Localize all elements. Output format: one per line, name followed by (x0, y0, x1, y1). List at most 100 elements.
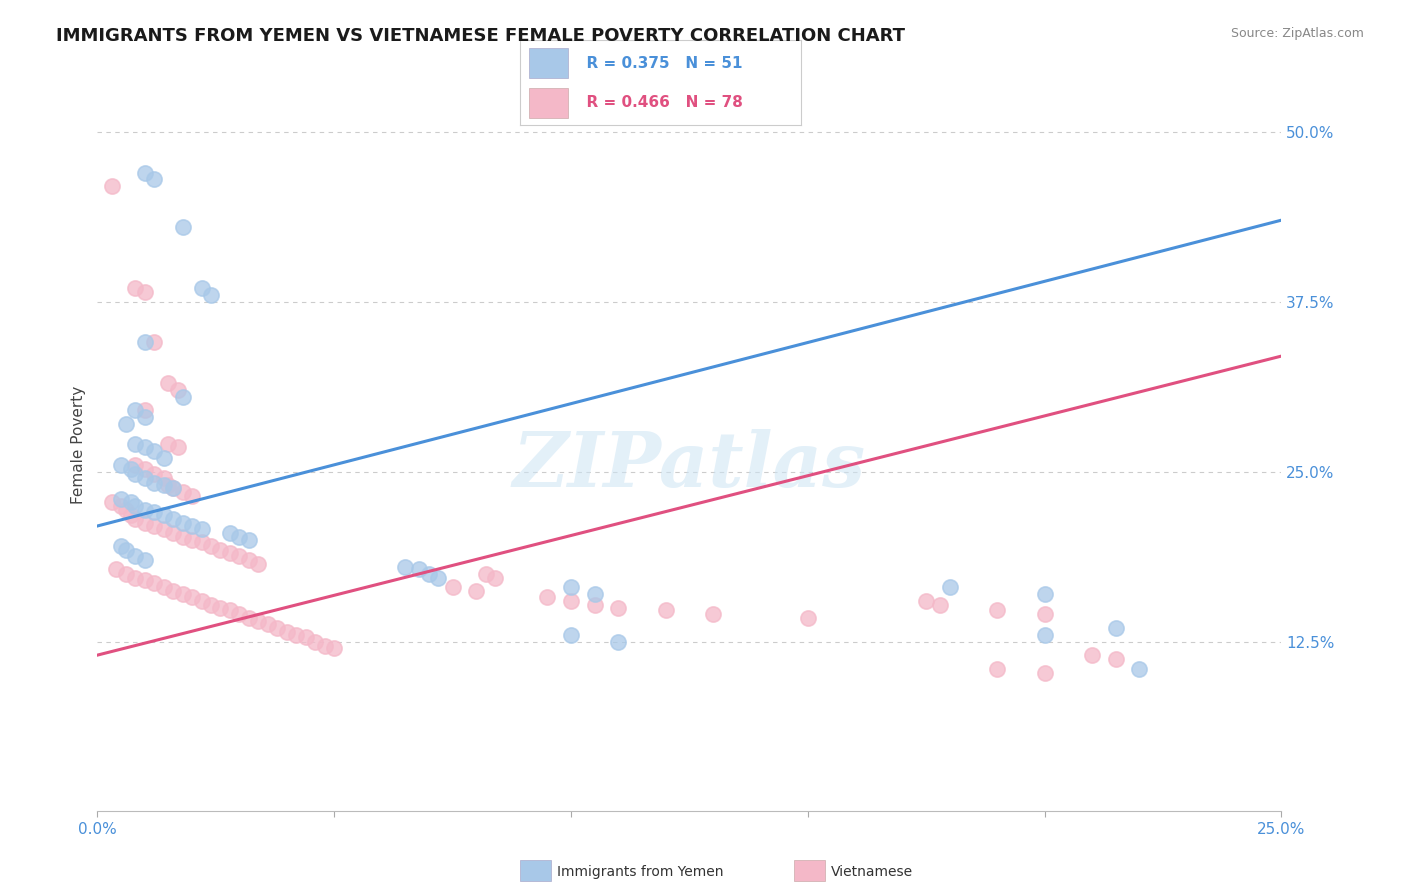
FancyBboxPatch shape (529, 48, 568, 78)
Point (143, 444, 166, 458)
Point (124, 281, 146, 295)
Y-axis label: Female Poverty: Female Poverty (72, 385, 86, 504)
Point (209, 600, 232, 615)
Text: Immigrants from Yemen: Immigrants from Yemen (557, 865, 723, 880)
Point (181, 519, 204, 533)
Point (124, 403, 146, 417)
Point (797, 611, 820, 625)
Point (219, 603, 242, 617)
Point (152, 450, 174, 465)
Point (1081, 648, 1104, 662)
Point (219, 546, 242, 560)
Point (200, 540, 222, 554)
Point (607, 600, 630, 615)
Point (1104, 652, 1126, 666)
Point (190, 522, 212, 536)
Point (607, 634, 630, 648)
Point (276, 625, 298, 640)
Point (100, 179, 122, 194)
Text: Vietnamese: Vietnamese (831, 865, 912, 880)
Point (285, 628, 308, 642)
Point (238, 611, 260, 625)
Point (143, 467, 166, 482)
Point (143, 519, 166, 533)
Point (124, 512, 146, 526)
Point (1104, 621, 1126, 635)
Point (427, 571, 450, 585)
Point (134, 440, 156, 454)
Point (134, 165, 156, 179)
Point (228, 607, 250, 622)
Point (114, 543, 136, 558)
FancyBboxPatch shape (529, 87, 568, 118)
Point (152, 478, 174, 492)
Point (114, 502, 136, 516)
Point (124, 571, 146, 585)
Point (181, 533, 204, 547)
Point (266, 621, 288, 635)
Point (134, 410, 156, 425)
Point (124, 499, 146, 513)
Point (143, 505, 166, 519)
Point (247, 557, 270, 571)
Point (110, 491, 132, 506)
Point (172, 219, 194, 234)
Point (167, 440, 190, 454)
Point (536, 590, 558, 604)
Point (167, 383, 190, 397)
Text: Source: ZipAtlas.com: Source: ZipAtlas.com (1230, 27, 1364, 40)
Point (134, 285, 156, 300)
Point (1033, 628, 1056, 642)
Point (110, 540, 132, 554)
Point (181, 590, 204, 604)
Point (915, 593, 938, 607)
Point (1033, 665, 1056, 680)
Point (1033, 587, 1056, 601)
Point (200, 288, 222, 302)
Point (124, 549, 146, 563)
Point (294, 631, 316, 645)
Point (134, 502, 156, 516)
Point (1033, 607, 1056, 622)
Point (560, 593, 582, 607)
Point (152, 471, 174, 485)
Point (441, 580, 464, 594)
Point (105, 562, 128, 576)
Point (190, 281, 212, 295)
Point (181, 489, 204, 503)
Point (134, 462, 156, 476)
Point (583, 598, 606, 612)
Point (143, 172, 166, 186)
Point (172, 516, 194, 531)
Point (162, 584, 184, 599)
Point (314, 639, 336, 653)
Point (162, 481, 184, 495)
Point (110, 458, 132, 472)
Point (257, 616, 280, 631)
Point (929, 598, 952, 612)
Point (162, 481, 184, 495)
Point (304, 634, 326, 648)
Point (238, 553, 260, 567)
Point (162, 525, 184, 540)
Point (134, 471, 156, 485)
Point (209, 543, 232, 558)
Point (172, 530, 194, 544)
Point (114, 417, 136, 431)
Point (152, 522, 174, 536)
Text: R = 0.466   N = 78: R = 0.466 N = 78 (576, 95, 744, 111)
Point (157, 437, 180, 451)
Point (418, 566, 440, 581)
Point (124, 467, 146, 482)
Point (120, 462, 142, 476)
Point (134, 335, 156, 350)
Point (110, 499, 132, 513)
Point (323, 641, 346, 656)
Point (939, 580, 962, 594)
Point (238, 533, 260, 547)
Text: R = 0.375   N = 51: R = 0.375 N = 51 (576, 55, 742, 70)
Point (583, 587, 606, 601)
Point (408, 562, 430, 576)
Point (190, 593, 212, 607)
Point (172, 485, 194, 500)
